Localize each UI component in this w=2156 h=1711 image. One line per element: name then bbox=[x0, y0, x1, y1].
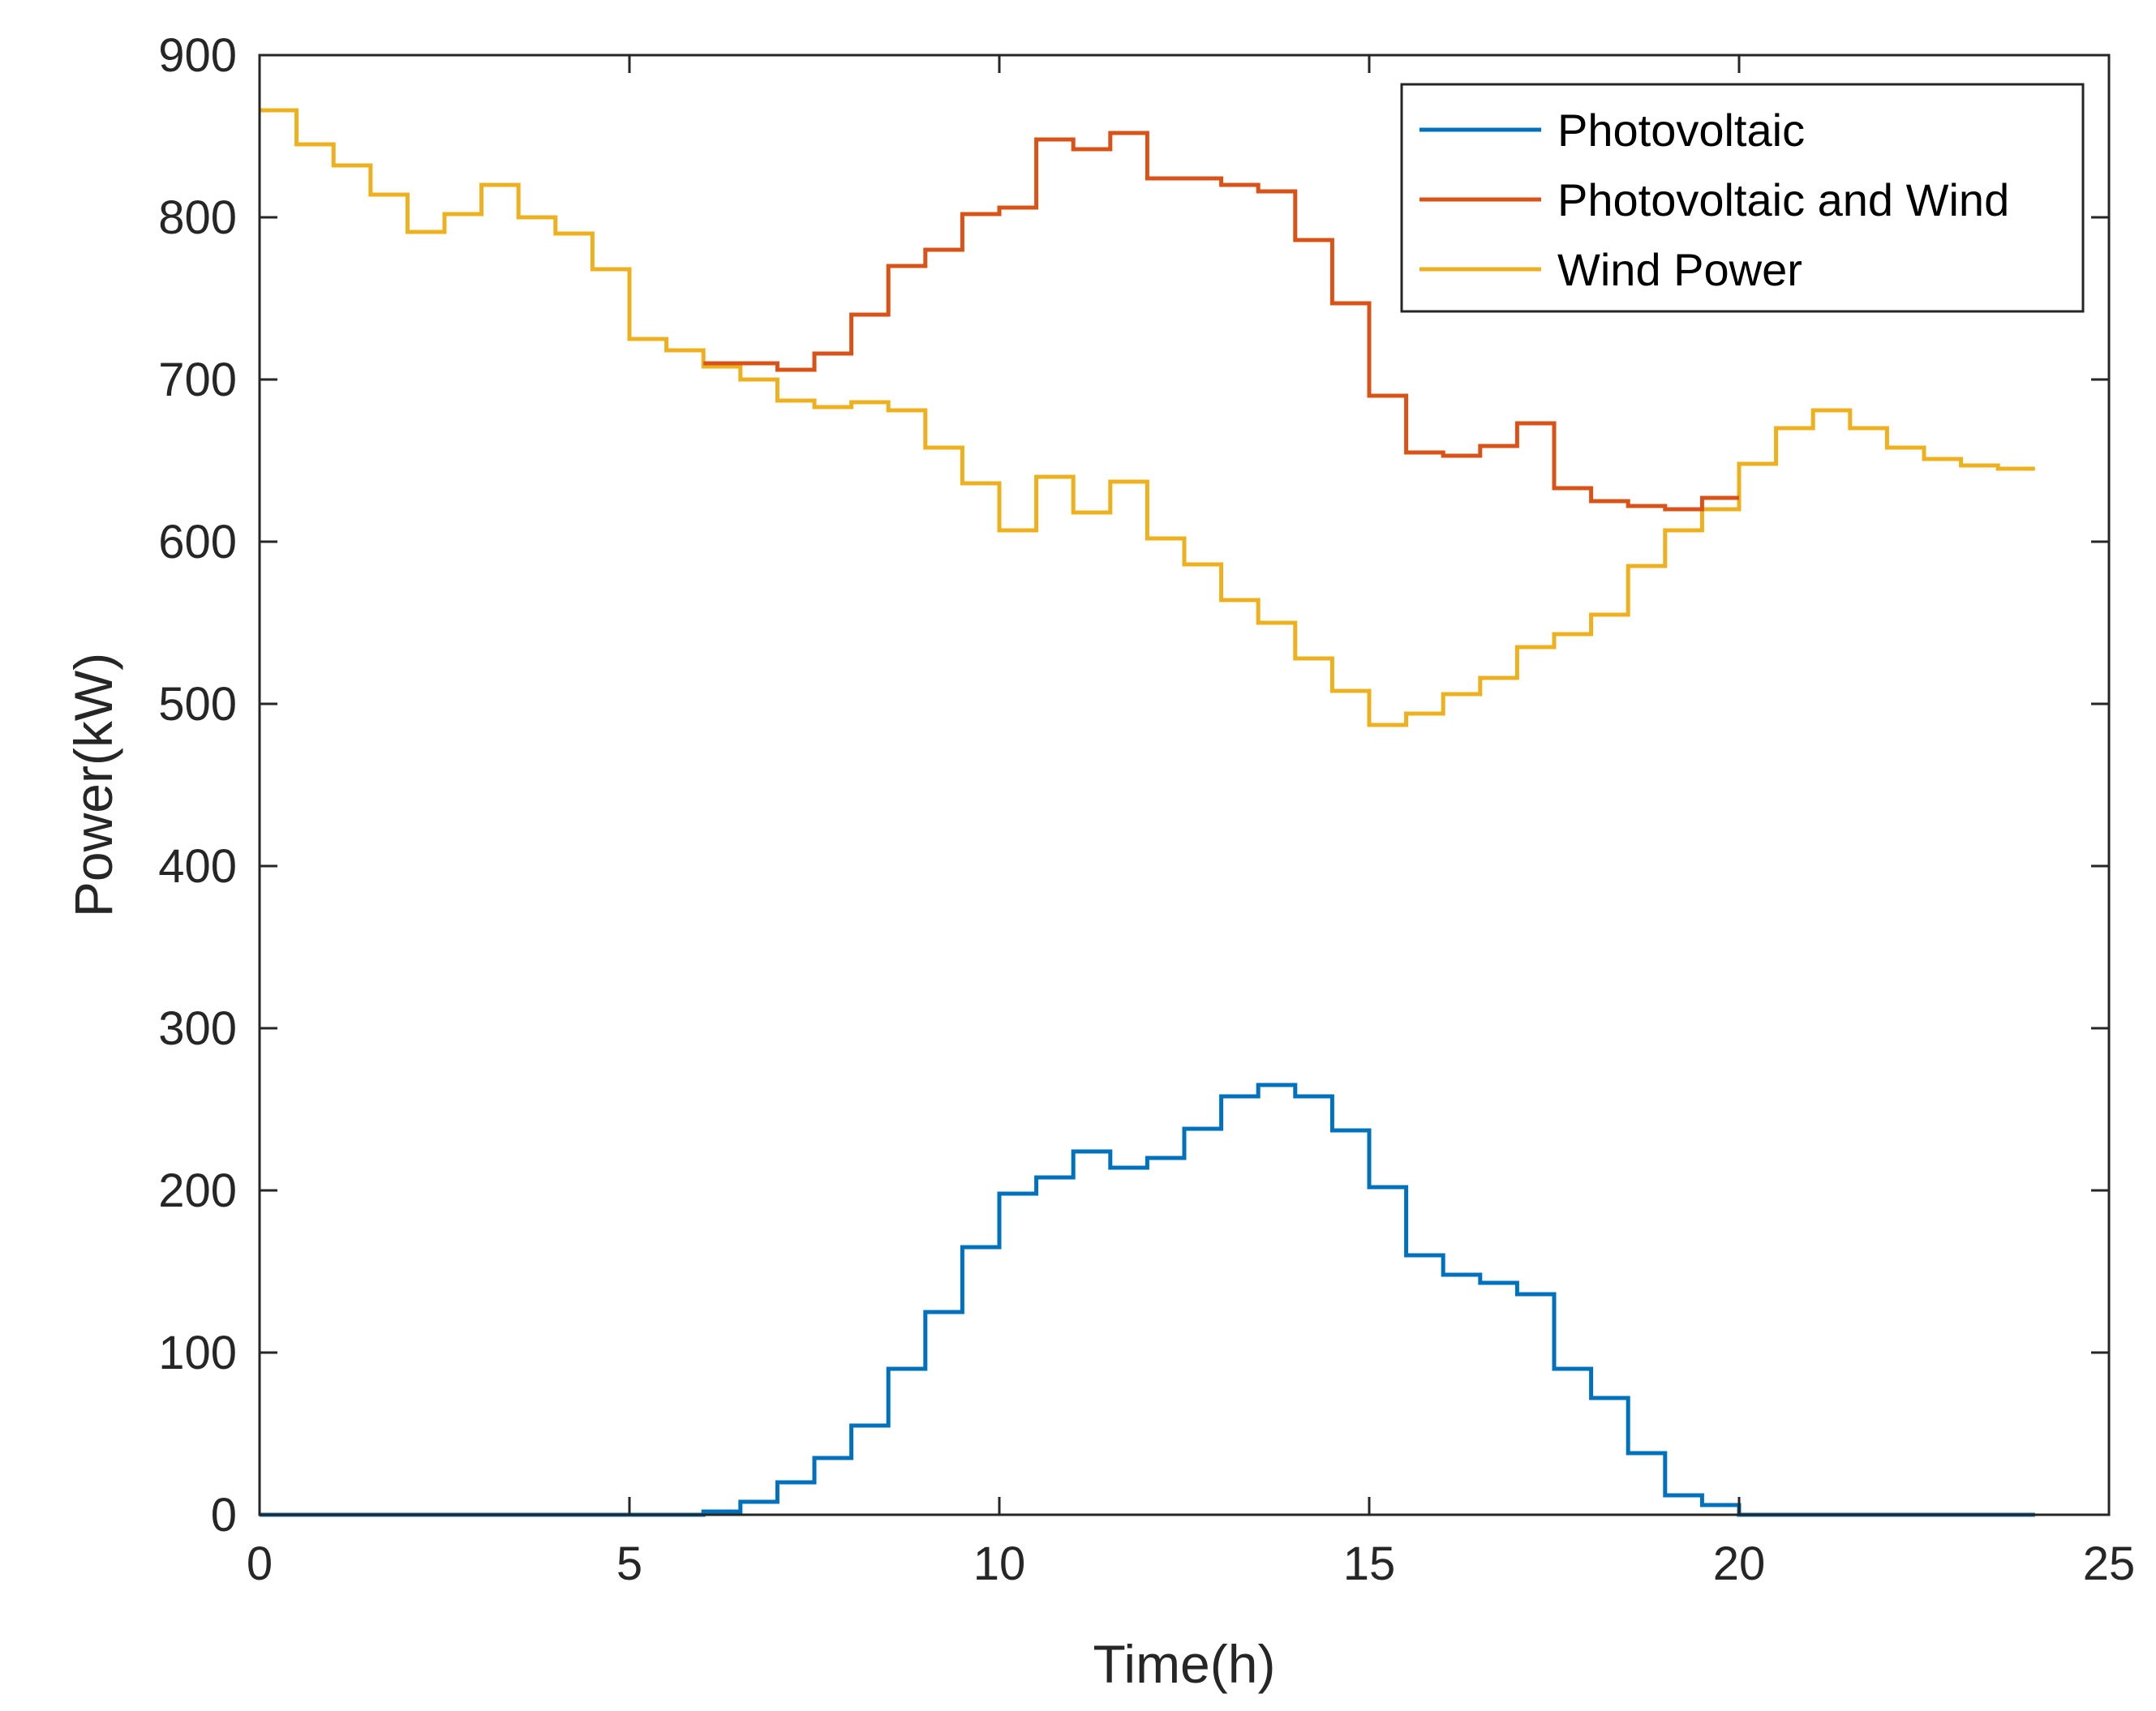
tick-layer: 0 5 10 15 20 25 0 100 200 300 400 500 600 700 800 900 bbox=[158, 29, 2135, 1590]
y-tick-label: 900 bbox=[158, 29, 237, 82]
x-tick-label: 25 bbox=[2083, 1537, 2136, 1590]
y-tick-label: 100 bbox=[158, 1327, 237, 1379]
x-tick-label: 15 bbox=[1343, 1537, 1396, 1590]
y-tick-label: 200 bbox=[158, 1164, 237, 1217]
y-tick-label: 500 bbox=[158, 678, 237, 731]
x-tick-label: 5 bbox=[616, 1537, 642, 1590]
y-tick-label: 600 bbox=[158, 516, 237, 568]
y-axis-label: Power(kW) bbox=[63, 653, 123, 917]
legend: Photovoltaic Photovoltaic and Wind Wind Po… bbox=[1400, 83, 2085, 313]
y-tick-label: 0 bbox=[211, 1489, 237, 1542]
y-tick-label: 300 bbox=[158, 1002, 237, 1055]
axes-box bbox=[258, 54, 2111, 1516]
series-layer bbox=[260, 108, 2035, 1517]
x-tick-label: 20 bbox=[1713, 1537, 1766, 1590]
y-tick-label: 700 bbox=[158, 354, 237, 406]
series-line bbox=[260, 108, 2035, 727]
x-tick-label: 10 bbox=[973, 1537, 1026, 1590]
series-photovoltaic bbox=[260, 1083, 2035, 1517]
series-line bbox=[703, 131, 1739, 512]
series-photovoltaic-and-wind bbox=[703, 131, 1739, 512]
x-tick-label: 0 bbox=[247, 1537, 273, 1590]
legend-label: Photovoltaic bbox=[1557, 105, 1805, 156]
series-line bbox=[260, 1083, 2035, 1517]
y-tick-label: 400 bbox=[158, 840, 237, 893]
legend-label: Photovoltaic and Wind bbox=[1557, 174, 2009, 225]
legend-label: Wind Power bbox=[1557, 244, 1802, 295]
x-axis-label: Time(h) bbox=[1093, 1634, 1276, 1694]
y-tick-label: 800 bbox=[158, 191, 237, 244]
series-wind-power bbox=[260, 108, 2035, 727]
